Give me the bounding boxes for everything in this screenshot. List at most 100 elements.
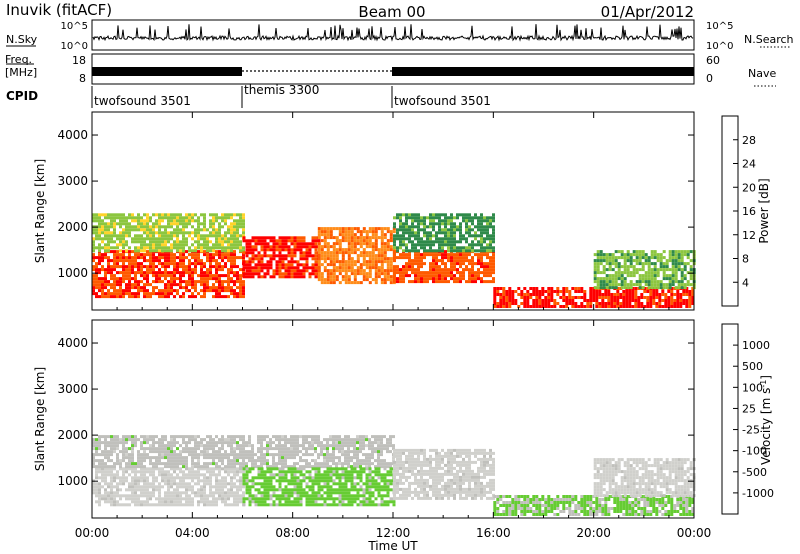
heatmap-cell	[668, 250, 672, 254]
heatmap-cell	[212, 213, 215, 217]
heatmap-cell	[314, 266, 318, 270]
heatmap-cell	[233, 494, 236, 498]
heatmap-cell	[499, 296, 503, 299]
heatmap-cell	[248, 275, 252, 279]
heatmap-cell	[593, 274, 597, 278]
heatmap-cell	[233, 456, 236, 460]
heatmap-cell	[257, 491, 261, 495]
heatmap-cell	[104, 441, 107, 445]
heatmap-cell	[317, 260, 321, 264]
heatmap-cell	[689, 268, 693, 272]
heatmap-cell	[104, 216, 107, 220]
heatmap-cell	[218, 222, 221, 226]
heatmap-cell	[605, 268, 609, 272]
heatmap-cell	[152, 240, 155, 244]
heatmap-cell	[242, 268, 245, 272]
heatmap-cell	[323, 503, 327, 507]
heatmap-cell	[689, 265, 693, 269]
heatmap-cell	[374, 275, 378, 279]
heatmap-cell	[227, 253, 230, 257]
heatmap-cell	[380, 266, 384, 270]
heatmap-cell	[653, 262, 657, 266]
heatmap-cell	[218, 277, 221, 281]
heatmap-cell	[101, 280, 104, 284]
heatmap-cell	[152, 482, 155, 486]
heatmap-cell	[113, 292, 116, 296]
heatmap-cell	[341, 453, 344, 457]
heatmap-cell	[194, 219, 197, 223]
heatmap-cell	[344, 450, 347, 454]
heatmap-cell	[107, 228, 110, 232]
heatmap-cell	[98, 280, 101, 284]
heatmap-cell	[608, 259, 612, 263]
heatmap-cell	[320, 263, 324, 267]
heatmap-cell	[113, 503, 116, 507]
heatmap-cell	[465, 259, 468, 263]
heatmap-cell	[260, 462, 263, 466]
heatmap-cell	[383, 465, 386, 469]
heatmap-cell	[284, 275, 288, 279]
heatmap-cell	[212, 259, 215, 263]
heatmap-cell	[323, 278, 327, 282]
heatmap-cell	[233, 237, 236, 241]
heatmap-cell	[272, 485, 276, 489]
heatmap-cell	[113, 295, 116, 299]
heatmap-cell	[371, 444, 374, 448]
heatmap-cell	[323, 245, 327, 249]
heatmap-cell	[137, 485, 140, 489]
heatmap-cell	[459, 274, 462, 278]
heatmap-cell	[161, 253, 164, 257]
heatmap-cell	[647, 283, 651, 287]
heatmap-cell	[212, 494, 215, 498]
heatmap-cell	[98, 438, 101, 442]
heatmap-cell	[209, 246, 212, 250]
heatmap-cell	[620, 256, 624, 260]
heatmap-cell	[134, 467, 137, 471]
heatmap-cell	[293, 462, 296, 466]
heatmap-cell	[218, 256, 221, 260]
heatmap-cell	[200, 488, 203, 492]
heatmap-cell	[158, 231, 161, 235]
heatmap-cell	[200, 491, 203, 495]
heatmap-cell	[131, 497, 134, 501]
heatmap-cell	[248, 251, 252, 255]
heatmap-cell	[167, 240, 170, 244]
heatmap-cell	[604, 290, 608, 293]
heatmap-cell	[224, 234, 227, 238]
heatmap-cell	[489, 243, 492, 247]
heatmap-cell	[155, 456, 158, 460]
heatmap-cell	[447, 231, 450, 235]
heatmap-cell	[161, 497, 164, 501]
heatmap-cell	[447, 216, 450, 220]
heatmap-cell	[254, 239, 258, 243]
heatmap-cell	[380, 447, 383, 451]
heatmap-cell	[203, 274, 206, 278]
heatmap-cell	[374, 435, 377, 439]
heatmap-cell	[158, 503, 161, 507]
heatmap-cell	[408, 237, 411, 241]
heatmap-cell	[191, 503, 194, 507]
heatmap-cell	[429, 216, 432, 220]
heatmap-cell	[299, 456, 302, 460]
heatmap-cell	[245, 491, 249, 495]
heatmap-cell	[281, 491, 285, 495]
heatmap-cell	[629, 259, 633, 263]
heatmap-cell	[293, 269, 297, 273]
heatmap-cell	[523, 293, 527, 296]
heatmap-cell	[611, 286, 615, 290]
heatmap-cell	[224, 249, 227, 253]
heatmap-cell	[380, 435, 383, 439]
heatmap-cell	[486, 271, 489, 275]
heatmap-cell	[230, 265, 233, 269]
heatmap-cell	[197, 503, 200, 507]
heatmap-cell	[480, 277, 483, 281]
heatmap-cell	[338, 251, 342, 255]
heatmap-cell	[239, 246, 242, 250]
heatmap-cell	[359, 230, 363, 234]
heatmap-cell	[614, 256, 618, 260]
heatmap-cell	[520, 302, 524, 305]
heatmap-cell	[414, 253, 417, 257]
heatmap-cell	[122, 453, 125, 457]
heatmap-cell	[287, 497, 291, 501]
heatmap-cell	[668, 286, 672, 290]
